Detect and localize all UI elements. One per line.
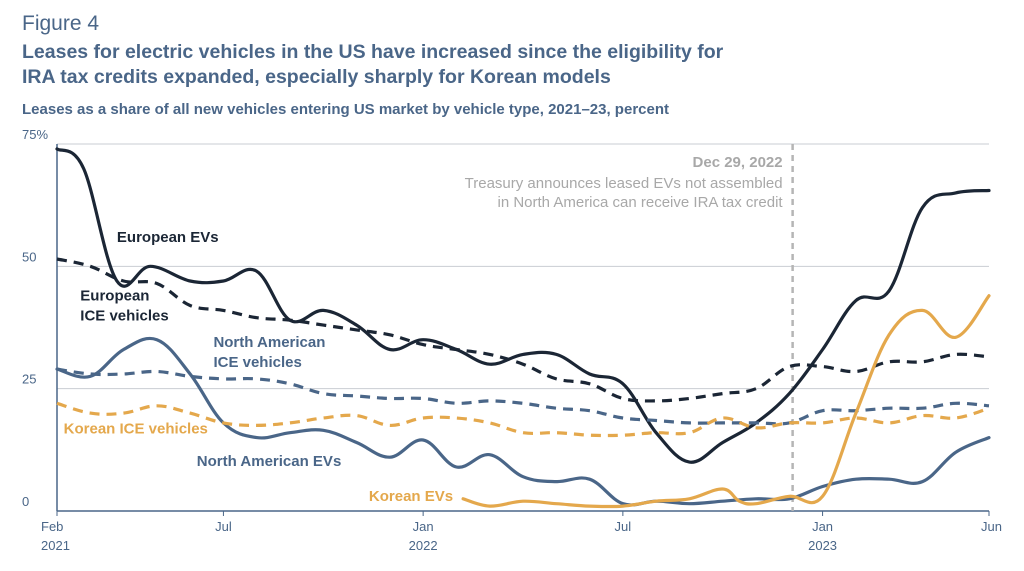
series-line-european-evs — [55, 147, 991, 464]
chart-title-line-1: Leases for electric vehicles in the US h… — [22, 41, 724, 63]
series-line-korean-ice-vehicles — [56, 401, 990, 438]
x-tick-label: Jul — [215, 519, 232, 534]
series-line-korean-evs — [461, 294, 991, 509]
series-line-north-american-evs — [55, 336, 991, 507]
series-label-north-american-ice-vehicles: North American — [213, 334, 325, 351]
annotation: Dec 29, 2022 Treasury announces leased EV… — [465, 144, 794, 511]
series-label-european-ice-vehicles: ICE vehicles — [80, 308, 168, 325]
annotation-title: Dec 29, 2022 — [693, 154, 783, 171]
x-tick-year-label: 2022 — [409, 538, 438, 553]
figure-label: Figure 4 — [22, 12, 100, 35]
annotation-text-line-2: in North America can receive IRA tax cre… — [497, 194, 783, 211]
series-label-korean-evs: Korean EVs — [369, 488, 453, 505]
series-line-north-american-ice-vehicles — [56, 367, 990, 426]
series-label-north-american-ice-vehicles: ICE vehicles — [213, 354, 301, 371]
y-tick-label: 50 — [22, 249, 36, 264]
series-label-european-evs: European EVs — [117, 229, 219, 246]
chart-title-line-2: IRA tax credits expanded, especially sha… — [22, 66, 611, 88]
series-lines — [55, 147, 991, 509]
y-tick-label: 25 — [22, 372, 36, 387]
grid-lines — [56, 143, 989, 512]
y-axis: 0 25 50 75% — [22, 127, 48, 509]
y-tick-label: 0 — [22, 494, 29, 509]
annotation-text-line-1: Treasury announces leased EVs not assemb… — [465, 175, 783, 192]
x-tick-year-label: 2021 — [41, 538, 70, 553]
x-tick-label: Jan — [812, 519, 833, 534]
x-tick-year-label: 2023 — [808, 538, 837, 553]
series-labels: European EVs European ICE vehicles North Am… — [64, 229, 453, 505]
x-axis: Feb 2021 Jul Jan 2022 Jul Jan 2023 Jun — [41, 511, 1002, 553]
y-tick-label: 75% — [22, 127, 48, 142]
series-label-north-american-evs: North American EVs — [197, 453, 341, 470]
series-label-european-ice-vehicles: European — [80, 288, 149, 305]
x-tick-label: Feb — [41, 519, 63, 534]
x-tick-label: Jan — [413, 519, 434, 534]
x-tick-label: Jul — [615, 519, 632, 534]
series-label-korean-ice-vehicles: Korean ICE vehicles — [64, 421, 208, 438]
chart-subtitle: Leases as a share of all new vehicles en… — [22, 101, 669, 118]
series-line-european-ice-vehicles — [56, 257, 990, 403]
chart-title: Leases for electric vehicles in the US h… — [22, 40, 1002, 90]
x-tick-label: Jun — [981, 519, 1002, 534]
